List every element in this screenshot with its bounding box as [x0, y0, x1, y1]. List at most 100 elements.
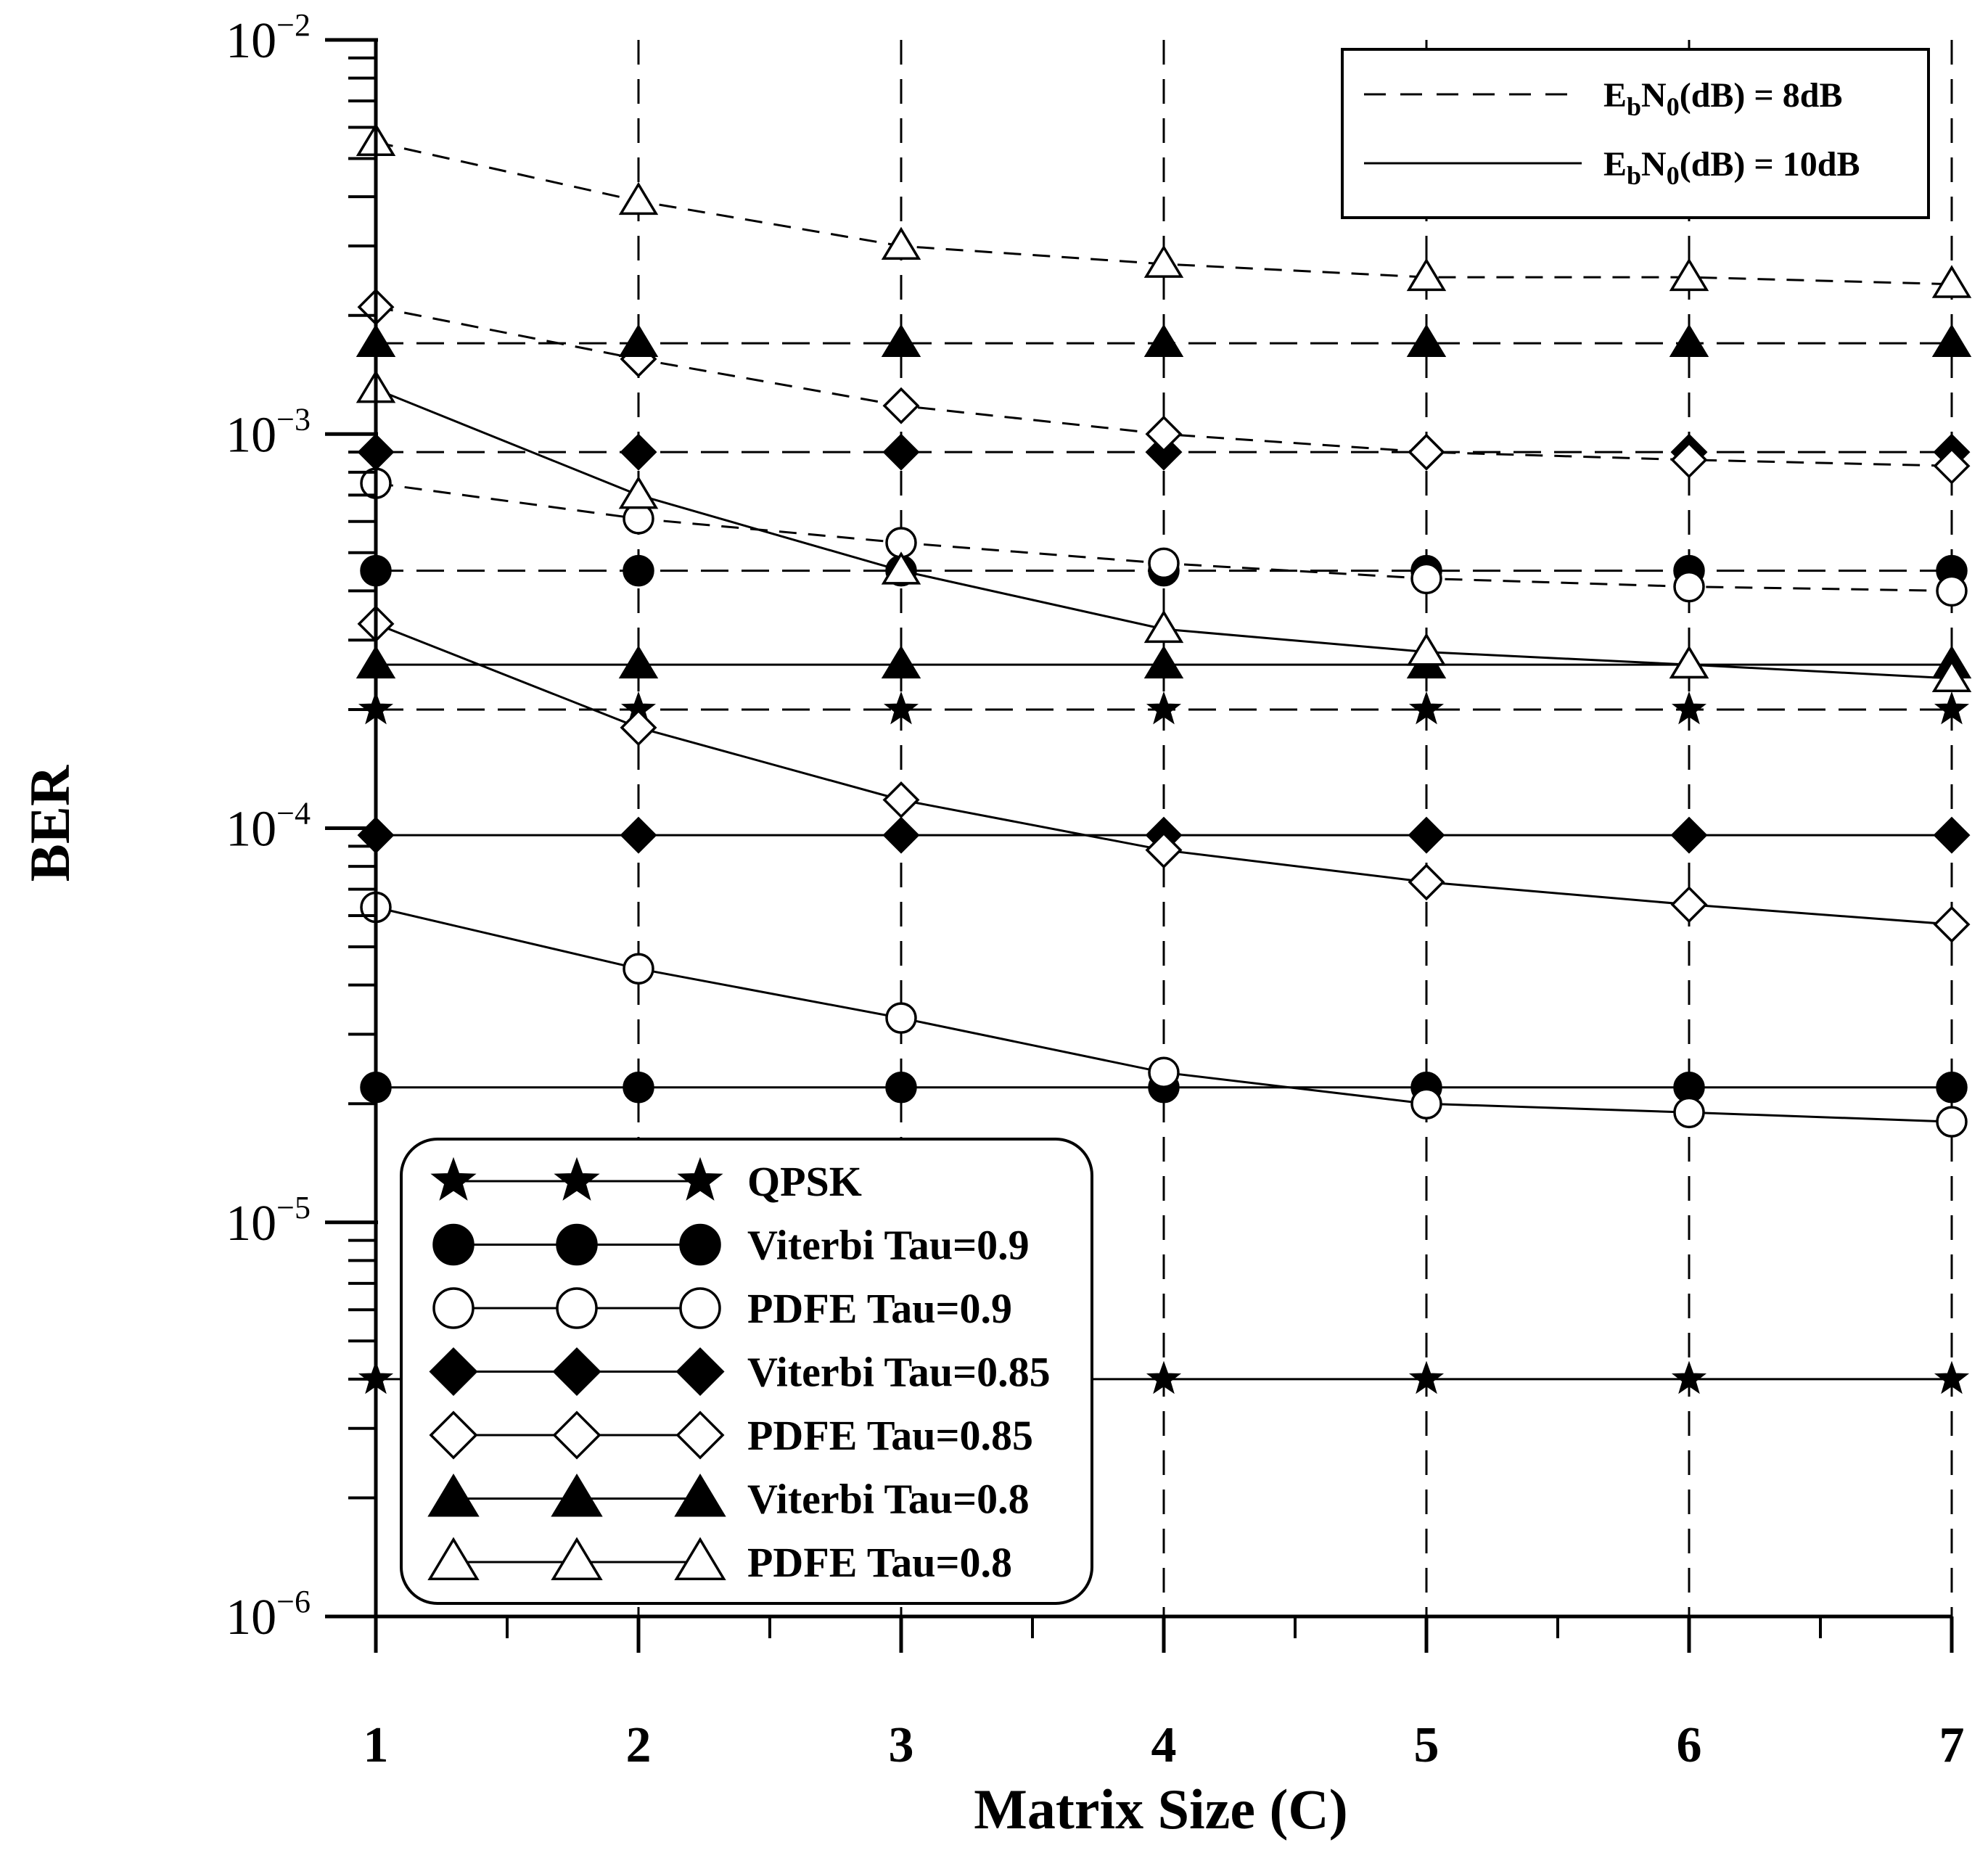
line-style-label-part: N — [1641, 145, 1667, 184]
data-point-marker — [885, 1071, 917, 1104]
data-point-marker — [618, 645, 659, 679]
series-layer — [356, 123, 1972, 1394]
legend-entry: PDFE Tau=0.8 — [427, 1537, 1012, 1586]
legend-label: Viterbi Tau=0.85 — [747, 1349, 1051, 1396]
series-pdfe-tau-0-85-8dB — [357, 288, 1971, 485]
data-point-marker — [620, 433, 657, 471]
series-pdfe-tau-0-85-10dB — [357, 605, 1971, 943]
data-point-marker — [618, 324, 659, 358]
data-point-marker — [1670, 441, 1708, 479]
data-point-marker — [1143, 245, 1184, 278]
data-point-marker — [1673, 570, 1705, 603]
data-point-marker — [1931, 324, 1972, 358]
data-point-marker — [1934, 691, 1970, 725]
y-tick-label: 10−6 — [226, 1584, 311, 1645]
y-axis-title: BER — [18, 764, 81, 882]
data-point-marker — [1406, 633, 1447, 666]
data-point-marker — [1143, 609, 1184, 644]
y-tick-base: 10 — [226, 407, 276, 463]
line-style-label-part: b — [1627, 92, 1641, 121]
data-point-marker — [618, 181, 659, 215]
data-point-marker — [883, 691, 919, 725]
line-style-legend: EbN0(dB) = 8dB EbN0(dB) = 10dB — [1341, 48, 1930, 219]
x-tick-label: 5 — [1414, 1717, 1439, 1773]
x-tick-label: 6 — [1677, 1717, 1702, 1773]
data-point-marker — [882, 781, 920, 818]
legend-entry: Viterbi Tau=0.9 — [432, 1222, 1030, 1269]
data-point-marker — [1406, 258, 1447, 292]
data-point-marker — [1143, 645, 1184, 679]
data-point-marker — [1410, 1088, 1442, 1119]
data-point-marker — [1408, 816, 1445, 854]
data-point-marker — [1146, 691, 1182, 725]
legend-marker — [429, 1347, 478, 1397]
data-point-marker — [1931, 265, 1972, 298]
legend-entry: Viterbi Tau=0.8 — [427, 1474, 1030, 1523]
legend-entry: PDFE Tau=0.9 — [432, 1285, 1012, 1332]
data-point-marker — [885, 1002, 917, 1034]
legend-marker — [430, 1156, 477, 1201]
data-point-marker — [1936, 1071, 1968, 1104]
legend-entry: QPSK — [430, 1156, 862, 1205]
legend-marker — [677, 1156, 723, 1201]
x-tick-label: 7 — [1939, 1717, 1965, 1773]
y-tick-exponent: −6 — [276, 1584, 311, 1619]
data-point-marker — [1148, 547, 1180, 580]
legend-marker — [674, 1537, 726, 1581]
legend-label: Viterbi Tau=0.8 — [747, 1476, 1030, 1523]
x-tick-label: 1 — [363, 1717, 389, 1773]
data-point-marker — [1145, 831, 1183, 869]
legend-marker — [427, 1474, 480, 1517]
legend-label: QPSK — [747, 1158, 862, 1205]
data-point-marker — [623, 554, 654, 587]
data-point-marker — [620, 709, 657, 747]
data-point-marker — [623, 953, 654, 985]
data-point-marker — [1936, 575, 1968, 607]
legend-entry: PDFE Tau=0.85 — [429, 1410, 1033, 1460]
legend-marker — [556, 1223, 598, 1266]
legend-marker — [554, 1156, 600, 1201]
data-point-marker — [1933, 905, 1971, 943]
data-point-marker — [618, 475, 659, 509]
data-point-marker — [1669, 258, 1709, 292]
line-style-label-part: (dB) = 8dB — [1680, 76, 1843, 115]
legend-label: PDFE Tau=0.9 — [747, 1285, 1012, 1332]
data-point-marker — [1408, 433, 1445, 471]
line-style-label-part: 0 — [1667, 92, 1680, 121]
data-point-marker — [1406, 324, 1447, 358]
line-style-label: EbN0(dB) = 8dB — [1603, 76, 1842, 121]
legend-marker — [432, 1223, 475, 1266]
data-point-marker — [1931, 659, 1972, 692]
series-viterbi-tau-0-8-8dB — [356, 324, 1972, 358]
legend-marker — [675, 1410, 725, 1460]
y-tick-base: 10 — [226, 1590, 276, 1645]
data-point-marker — [881, 226, 921, 260]
line-style-label-part: E — [1603, 145, 1627, 184]
x-tick-label: 4 — [1151, 1717, 1177, 1773]
data-point-marker — [1671, 1360, 1707, 1394]
data-point-marker — [1673, 1096, 1705, 1129]
line-style-label-part: (dB) = 10dB — [1680, 145, 1860, 184]
y-tick-base: 10 — [226, 1196, 276, 1252]
data-point-marker — [1148, 1056, 1180, 1088]
series-viterbi-tau-0-8-10dB — [356, 645, 1972, 679]
data-point-marker — [1408, 691, 1445, 725]
data-point-marker — [1936, 1106, 1968, 1138]
legend-marker — [427, 1537, 480, 1581]
series-pdfe-tau-0-8-10dB — [356, 369, 1972, 692]
legend-marker — [679, 1223, 721, 1266]
legend-marker — [679, 1287, 721, 1329]
legend-marker — [432, 1287, 475, 1329]
legend-marker — [552, 1410, 601, 1460]
data-point-marker — [1408, 863, 1445, 901]
legend-label: PDFE Tau=0.8 — [747, 1539, 1012, 1586]
y-tick-label: 10−2 — [226, 7, 311, 69]
series-legend: QPSK Viterbi Tau=0.9 PDFE Tau=0.9 Viterbi T… — [400, 1138, 1093, 1605]
data-point-marker — [620, 816, 657, 854]
legend-marker — [551, 1474, 603, 1517]
legend-marker — [675, 1347, 725, 1397]
x-tick-label: 2 — [626, 1717, 652, 1773]
data-point-marker — [881, 551, 921, 585]
legend-marker — [429, 1410, 478, 1460]
